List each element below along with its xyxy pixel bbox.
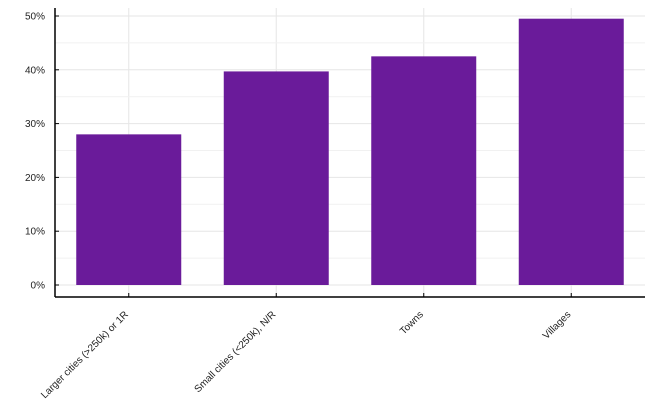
axes xyxy=(54,8,645,298)
bar xyxy=(371,56,477,285)
y-tick-label: 30% xyxy=(25,119,45,130)
x-category-labels: Larger cities (>250k) or 1R Small cities … xyxy=(39,309,573,401)
y-tick-labels: 0% 10% 20% 30% 40% 50% xyxy=(25,12,45,292)
bars xyxy=(76,18,624,285)
bar xyxy=(223,71,329,285)
y-tick-label: 50% xyxy=(25,12,45,23)
x-category-label: Small cities (<250k), N/R xyxy=(193,309,279,395)
y-tick-label: 20% xyxy=(25,173,45,184)
y-tick-label: 40% xyxy=(25,65,45,76)
bar xyxy=(518,18,624,285)
y-tick-label: 0% xyxy=(31,281,46,292)
y-tick-label: 10% xyxy=(25,227,45,238)
bar xyxy=(76,134,182,285)
x-category-label: Towns xyxy=(398,309,426,337)
x-category-label: Villages xyxy=(541,309,573,341)
x-category-label: Larger cities (>250k) or 1R xyxy=(39,309,131,401)
